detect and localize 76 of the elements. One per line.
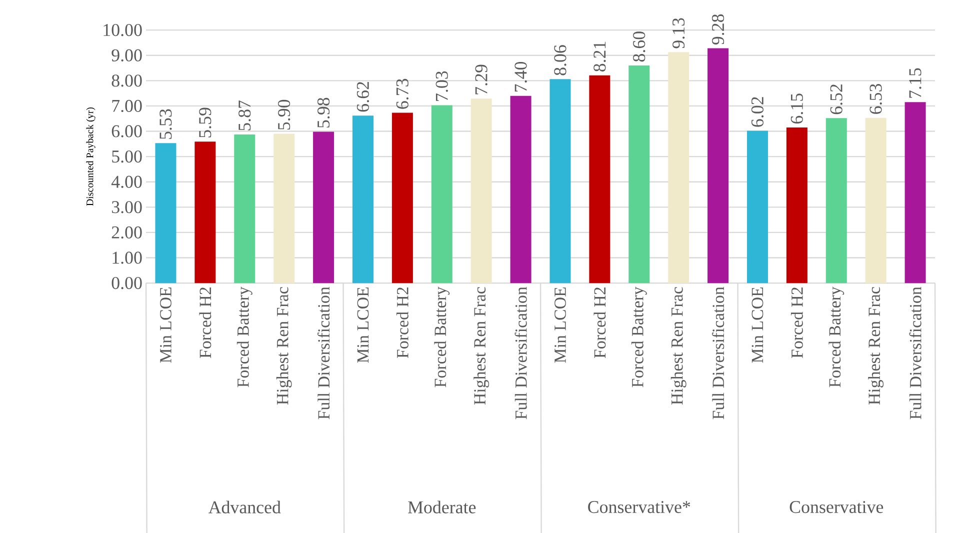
data-label: 7.15: [909, 68, 922, 98]
x-tick-label: Full Diversification: [909, 286, 922, 420]
data-label: 5.90: [278, 100, 290, 130]
bar: [589, 75, 610, 284]
bar: [708, 48, 729, 284]
y-axis-title: Discounted Payback (yr): [86, 107, 96, 206]
x-tick-label: Highest Ren Frac: [276, 287, 292, 405]
text: Conservative*: [588, 501, 690, 514]
x-tick-label: Highest Ren Frac: [670, 287, 686, 405]
x-tick-label: Full Diversification: [514, 286, 527, 420]
bar: [628, 65, 650, 284]
data-label: 7.40: [514, 62, 527, 92]
bar: [746, 130, 768, 284]
data-label: 7.03: [436, 71, 448, 101]
y-tick-label: 1.00: [112, 252, 142, 264]
x-tick-label: Forced H2: [594, 288, 606, 358]
bar: [234, 134, 256, 284]
y-tick-label: 10.00: [104, 24, 142, 36]
data-label: 6.73: [396, 78, 408, 109]
data-label: 5.87: [238, 100, 251, 130]
text: Advanced: [208, 500, 281, 514]
bar: [431, 105, 452, 284]
data-label: 9.13: [672, 18, 685, 48]
y-tick-label: 6.00: [112, 125, 142, 138]
y-tick-label: 4.00: [111, 176, 142, 188]
data-label: 5.53: [160, 109, 172, 139]
x-tick-label: Forced Battery: [236, 286, 252, 388]
data-label: 6.52: [830, 84, 842, 114]
bar: [274, 134, 295, 284]
data-label: 5.59: [199, 108, 212, 138]
bar: [904, 102, 926, 284]
x-tick-label: Forced H2: [396, 288, 408, 358]
bar: [155, 143, 176, 284]
bar: [352, 116, 374, 284]
x-tick-label: Forced Battery: [631, 286, 647, 388]
data-label: 6.62: [356, 82, 370, 112]
bar: [668, 52, 690, 284]
y-tick-label: 5.00: [112, 150, 142, 163]
data-label: 6.53: [870, 84, 882, 114]
x-tick-label: Full Diversification: [712, 286, 724, 420]
x-tick-label: Highest Ren Frac: [474, 287, 490, 405]
bar: [470, 98, 492, 284]
bar: [194, 142, 216, 284]
x-tick-label: Highest Ren Frac: [868, 287, 884, 405]
data-label: 6.15: [790, 94, 803, 124]
data-label: 6.02: [751, 97, 764, 127]
bar: [313, 132, 334, 284]
x-tick-label: Forced Battery: [434, 286, 450, 388]
y-tick-label: 8.00: [112, 74, 142, 87]
x-tick-label: Full Diversification: [317, 286, 330, 420]
data-label: 8.60: [633, 32, 646, 62]
x-tick-label: Min LCOE: [752, 287, 764, 363]
x-tick-label: Forced H2: [199, 288, 212, 358]
data-label: 9.28: [712, 14, 724, 44]
bar: [865, 118, 886, 284]
data-label: 8.21: [594, 42, 606, 72]
data-label: 8.06: [554, 45, 566, 76]
x-tick-label: Forced H2: [790, 288, 803, 358]
bar: [826, 118, 847, 284]
y-tick-label: 7.00: [112, 100, 142, 112]
data-label: 7.29: [475, 64, 488, 94]
bar: [392, 112, 413, 284]
x-tick-label: Min LCOE: [160, 287, 172, 363]
x-tick-label: Min LCOE: [554, 287, 566, 363]
x-tick-label: Forced Battery: [828, 286, 844, 388]
x-tick-label: Min LCOE: [357, 287, 369, 363]
text: Conservative: [790, 501, 884, 514]
y-tick-label: 3.00: [112, 201, 142, 214]
text: Moderate: [408, 500, 476, 514]
y-tick-label: 9.00: [112, 49, 142, 62]
data-label: 5.98: [317, 98, 330, 128]
bar: [510, 96, 532, 284]
bar: [786, 127, 808, 284]
y-tick-label: 0.00: [112, 276, 142, 290]
bar: [550, 79, 571, 284]
y-tick-label: 2.00: [112, 226, 142, 239]
